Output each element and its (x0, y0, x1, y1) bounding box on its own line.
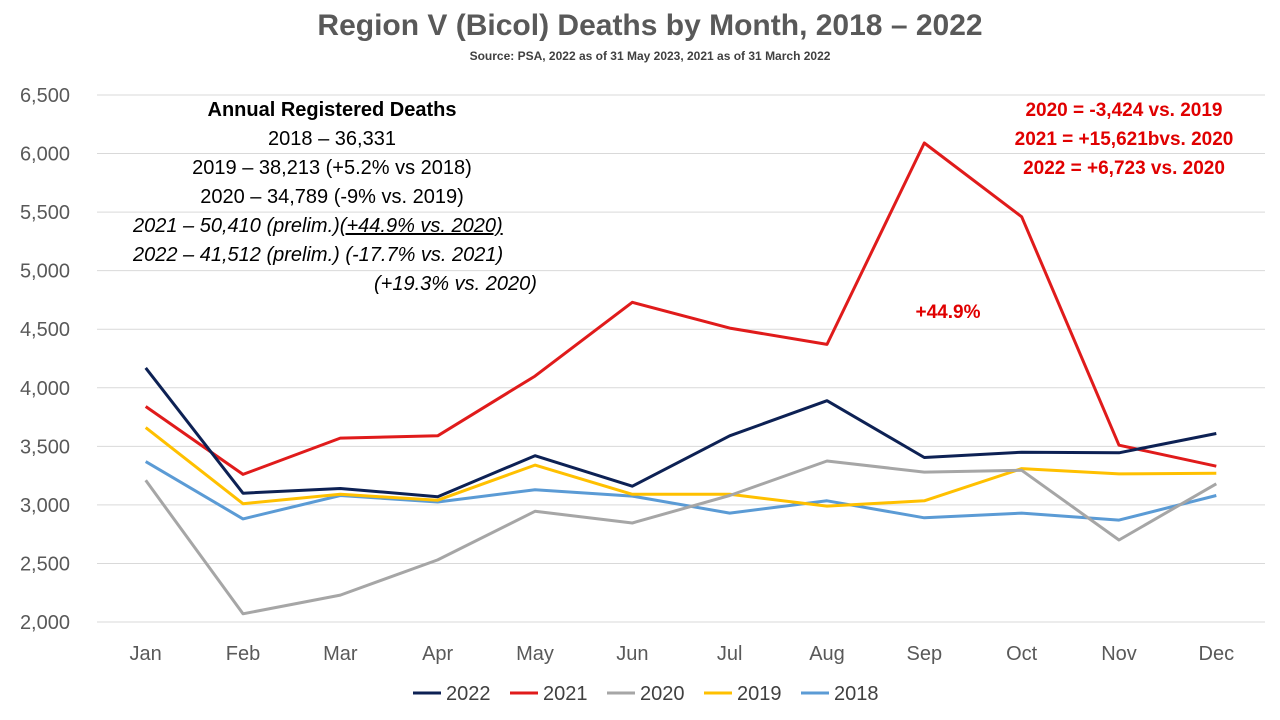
series-line-2022 (144, 366, 1217, 499)
x-tick-label: Apr (422, 643, 453, 665)
x-tick-label: Oct (1006, 643, 1038, 665)
gridlines (97, 94, 1265, 623)
annual-2021-text: 2021 – 50,410 (prelim.) (132, 215, 340, 237)
x-tick-label: Feb (226, 643, 260, 665)
series-line-2021 (144, 141, 1217, 476)
y-tick-label: 6,500 (20, 85, 70, 107)
series-line-2020 (144, 459, 1218, 616)
annual-deaths-annotation: Annual Registered Deaths 2018 – 36,331 2… (132, 99, 537, 295)
comparison-line-3: 2022 = +6,723 vs. 2020 (1023, 158, 1225, 179)
peak-label: +44.9% (916, 302, 981, 323)
y-tick-label: 6,000 (20, 144, 70, 166)
y-tick-label: 3,500 (20, 436, 70, 458)
annual-2018: 2018 – 36,331 (268, 128, 396, 150)
legend: 2022 2021 2020 2019 2018 (413, 683, 879, 705)
annual-2022-vs-2020: (+19.3% vs. 2020) (374, 273, 537, 295)
y-tick-label: 2,500 (20, 553, 70, 575)
x-tick-label: May (516, 643, 554, 665)
chart-title: Region V (Bicol) Deaths by Month, 2018 –… (317, 9, 982, 42)
series-lines (144, 141, 1218, 616)
x-tick-label: Aug (809, 643, 845, 665)
y-tick-label: 3,000 (20, 495, 70, 517)
annual-2020: 2020 – 34,789 (-9% vs. 2019) (200, 186, 464, 208)
x-tick-label: Jul (717, 643, 743, 665)
annual-heading: Annual Registered Deaths (208, 99, 457, 121)
x-tick-label: Jun (616, 643, 648, 665)
y-tick-label: 4,500 (20, 319, 70, 341)
y-tick-label: 5,500 (20, 202, 70, 224)
chart-subtitle: Source: PSA, 2022 as of 31 May 2023, 202… (470, 49, 831, 63)
y-tick-label: 2,000 (20, 612, 70, 634)
series-line-2019 (144, 426, 1217, 508)
legend-label-2019: 2019 (737, 683, 782, 705)
legend-label-2021: 2021 (543, 683, 588, 705)
series-line-2018 (144, 460, 1217, 522)
y-tick-label: 5,000 (20, 261, 70, 283)
legend-label-2022: 2022 (446, 683, 491, 705)
comparison-line-2: 2021 = +15,621bvs. 2020 (1015, 129, 1234, 150)
x-tick-label: Jan (130, 643, 162, 665)
x-tick-label: Mar (323, 643, 358, 665)
y-tick-label: 4,000 (20, 378, 70, 400)
comparison-annotation: 2020 = -3,424 vs. 2019 2021 = +15,621bvs… (1015, 100, 1234, 179)
x-tick-label: Sep (907, 643, 943, 665)
annual-2022: 2022 – 41,512 (prelim.) (-17.7% vs. 2021… (132, 244, 503, 266)
annual-2019: 2019 – 38,213 (+5.2% vs 2018) (192, 157, 472, 179)
x-tick-label: Dec (1199, 643, 1235, 665)
x-axis-ticks: Jan Feb Mar Apr May Jun Jul Aug Sep Oct Nov Dec (130, 643, 1235, 665)
comparison-line-1: 2020 = -3,424 vs. 2019 (1025, 100, 1222, 121)
y-axis-ticks: 2,000 2,500 3,000 3,500 4,000 4,500 5,000 5,500… (20, 85, 70, 634)
legend-label-2020: 2020 (640, 683, 685, 705)
annual-2021: 2021 – 50,410 (prelim.)(+44.9% vs. 2020) (132, 215, 503, 237)
legend-label-2018: 2018 (834, 683, 879, 705)
annual-2021-change: (+44.9% vs. 2020) (340, 215, 503, 237)
x-tick-label: Nov (1101, 643, 1137, 665)
